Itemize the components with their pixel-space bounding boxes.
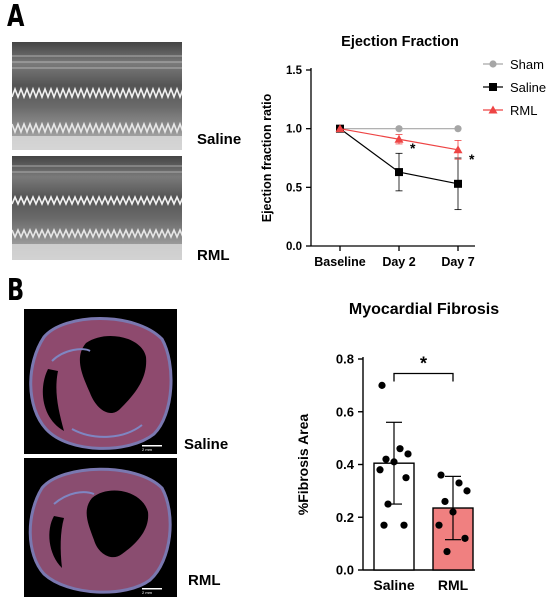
data-point-rml	[437, 471, 445, 479]
chart-title: Ejection Fraction	[341, 34, 459, 50]
data-point-rml	[335, 124, 345, 133]
data-point-saline	[390, 458, 398, 466]
y-tick-label: 0.5	[286, 182, 303, 194]
significance-star: *	[469, 151, 475, 167]
histology-label-saline: Saline	[184, 436, 229, 453]
significance-star: *	[410, 140, 416, 156]
histology-image-saline	[24, 309, 177, 454]
legend-label-saline: Saline	[510, 80, 546, 95]
significance-bracket	[393, 372, 454, 382]
echo-image-rml	[12, 156, 182, 260]
legend-marker-sham	[489, 60, 497, 68]
myocardial-fibrosis-chart: Myocardial Fibrosis 0.0 0.2 0.4 0.6 0.8 %Fibro…	[295, 301, 499, 593]
series-rml	[335, 124, 463, 160]
y-tick-label: 0.4	[336, 457, 355, 472]
data-point-rml	[463, 487, 471, 495]
scale-bar-saline: 2 mm	[142, 447, 152, 452]
y-tick-label: 1.5	[286, 65, 303, 77]
series-saline	[336, 124, 462, 211]
echo-image-saline	[12, 42, 182, 150]
y-tick-label: 0.8	[336, 352, 354, 367]
data-point-rml	[443, 547, 451, 556]
data-point-saline	[378, 381, 386, 389]
data-point-rml	[449, 508, 457, 516]
data-point-saline	[380, 521, 388, 529]
x-tick-label: Day 7	[441, 255, 474, 269]
data-point-saline	[382, 455, 390, 463]
data-point-saline	[396, 445, 404, 453]
legend-label-rml: RML	[510, 103, 537, 118]
data-point-rml	[455, 479, 463, 487]
legend-marker-saline	[489, 83, 497, 91]
scale-bar-rml: 2 mm	[142, 590, 152, 595]
data-point-saline	[384, 500, 392, 508]
data-point-sham	[454, 125, 462, 133]
echo-label-rml: RML	[197, 247, 230, 264]
data-point-saline	[402, 474, 410, 482]
echo-label-saline: Saline	[197, 131, 242, 148]
data-point-rml	[394, 134, 404, 143]
significance-star: *	[420, 354, 427, 374]
data-point-rml	[453, 145, 463, 154]
legend-marker-rml	[488, 105, 498, 114]
data-point-saline	[376, 466, 384, 474]
data-point-sham	[395, 125, 403, 133]
panel-b-letter: B	[7, 273, 25, 308]
data-point-saline	[400, 521, 408, 529]
y-axis-label: %Fibrosis Area	[295, 414, 311, 516]
data-point-saline	[395, 168, 403, 177]
data-point-rml	[435, 521, 443, 529]
data-point-saline	[404, 450, 412, 458]
ejection-fraction-chart: Ejection Fraction 0.0 0.5 1.0 1.5 Baseline Day…	[260, 34, 546, 269]
y-tick-label: 0.2	[336, 510, 354, 525]
x-tick-label: Day 2	[382, 255, 415, 269]
data-point-saline	[454, 179, 462, 188]
chart-title: Myocardial Fibrosis	[349, 301, 499, 318]
data-point-rml	[461, 534, 469, 542]
histology-image-rml	[24, 458, 177, 597]
histology-label-rml: RML	[188, 572, 221, 589]
x-tick-label-saline: Saline	[373, 577, 414, 593]
data-point-rml	[441, 497, 449, 506]
y-tick-label: 0.6	[336, 404, 354, 419]
y-tick-label: 0.0	[286, 241, 302, 253]
y-tick-label: 0.0	[336, 563, 354, 578]
x-tick-label: Baseline	[314, 255, 365, 269]
panel-a-letter: A	[7, 0, 25, 34]
y-axis-label: Ejection fraction ratio	[260, 93, 274, 222]
x-tick-label-rml: RML	[438, 577, 469, 593]
y-tick-label: 1.0	[286, 124, 302, 136]
legend-label-sham: Sham	[510, 57, 544, 72]
